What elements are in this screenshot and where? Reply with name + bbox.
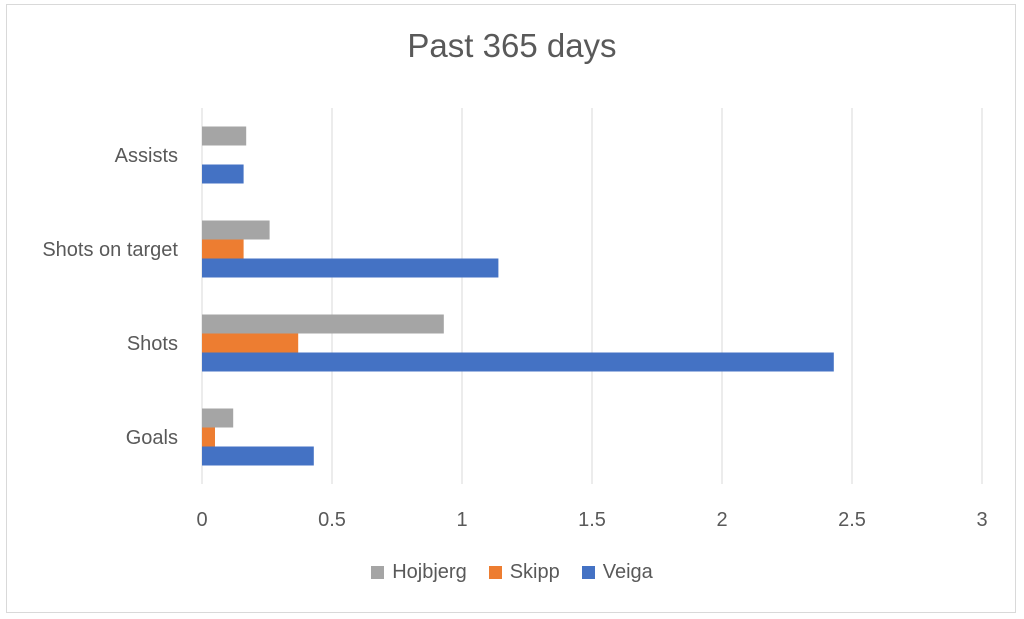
bar-veiga-shots-on-target	[202, 258, 499, 278]
legend-label: Veiga	[602, 561, 653, 583]
bar-hojbjerg-assists	[202, 126, 247, 146]
bar-hojbjerg-goals	[202, 408, 234, 428]
x-tick-label: 1	[456, 509, 467, 531]
legend-label: Skipp	[509, 561, 560, 583]
y-category-label: Goals	[126, 427, 178, 449]
x-tick-label: 3	[976, 509, 987, 531]
chart-frame	[6, 4, 1016, 613]
legend: Hojbjerg Skipp Veiga	[0, 561, 1024, 584]
legend-swatch	[581, 566, 595, 579]
x-tick-label: 2	[716, 509, 727, 531]
x-tick-label: 2.5	[838, 509, 866, 531]
legend-swatch	[371, 566, 385, 579]
y-category-label: Assists	[115, 145, 178, 167]
legend-item-hojbjerg: Hojbjerg	[371, 561, 467, 584]
bar-skipp-shots	[202, 333, 299, 353]
chart-title: Past 365 days	[407, 27, 617, 64]
x-tick-label: 0.5	[318, 509, 346, 531]
x-tick-label: 0	[196, 509, 207, 531]
bar-hojbjerg-shots	[202, 314, 444, 334]
legend-item-veiga: Veiga	[581, 561, 653, 584]
x-tick-label: 1.5	[578, 509, 606, 531]
bar-veiga-goals	[202, 446, 314, 466]
legend-swatch	[488, 566, 502, 579]
bar-veiga-shots	[202, 352, 834, 372]
bar-veiga-assists	[202, 164, 244, 184]
bar-skipp-shots-on-target	[202, 239, 244, 259]
bar-hojbjerg-shots-on-target	[202, 220, 270, 240]
y-category-label: Shots on target	[42, 239, 178, 261]
legend-label: Hojbjerg	[392, 561, 467, 583]
legend-item-skipp: Skipp	[488, 561, 560, 584]
y-category-label: Shots	[127, 333, 178, 355]
bar-skipp-goals	[202, 427, 215, 447]
